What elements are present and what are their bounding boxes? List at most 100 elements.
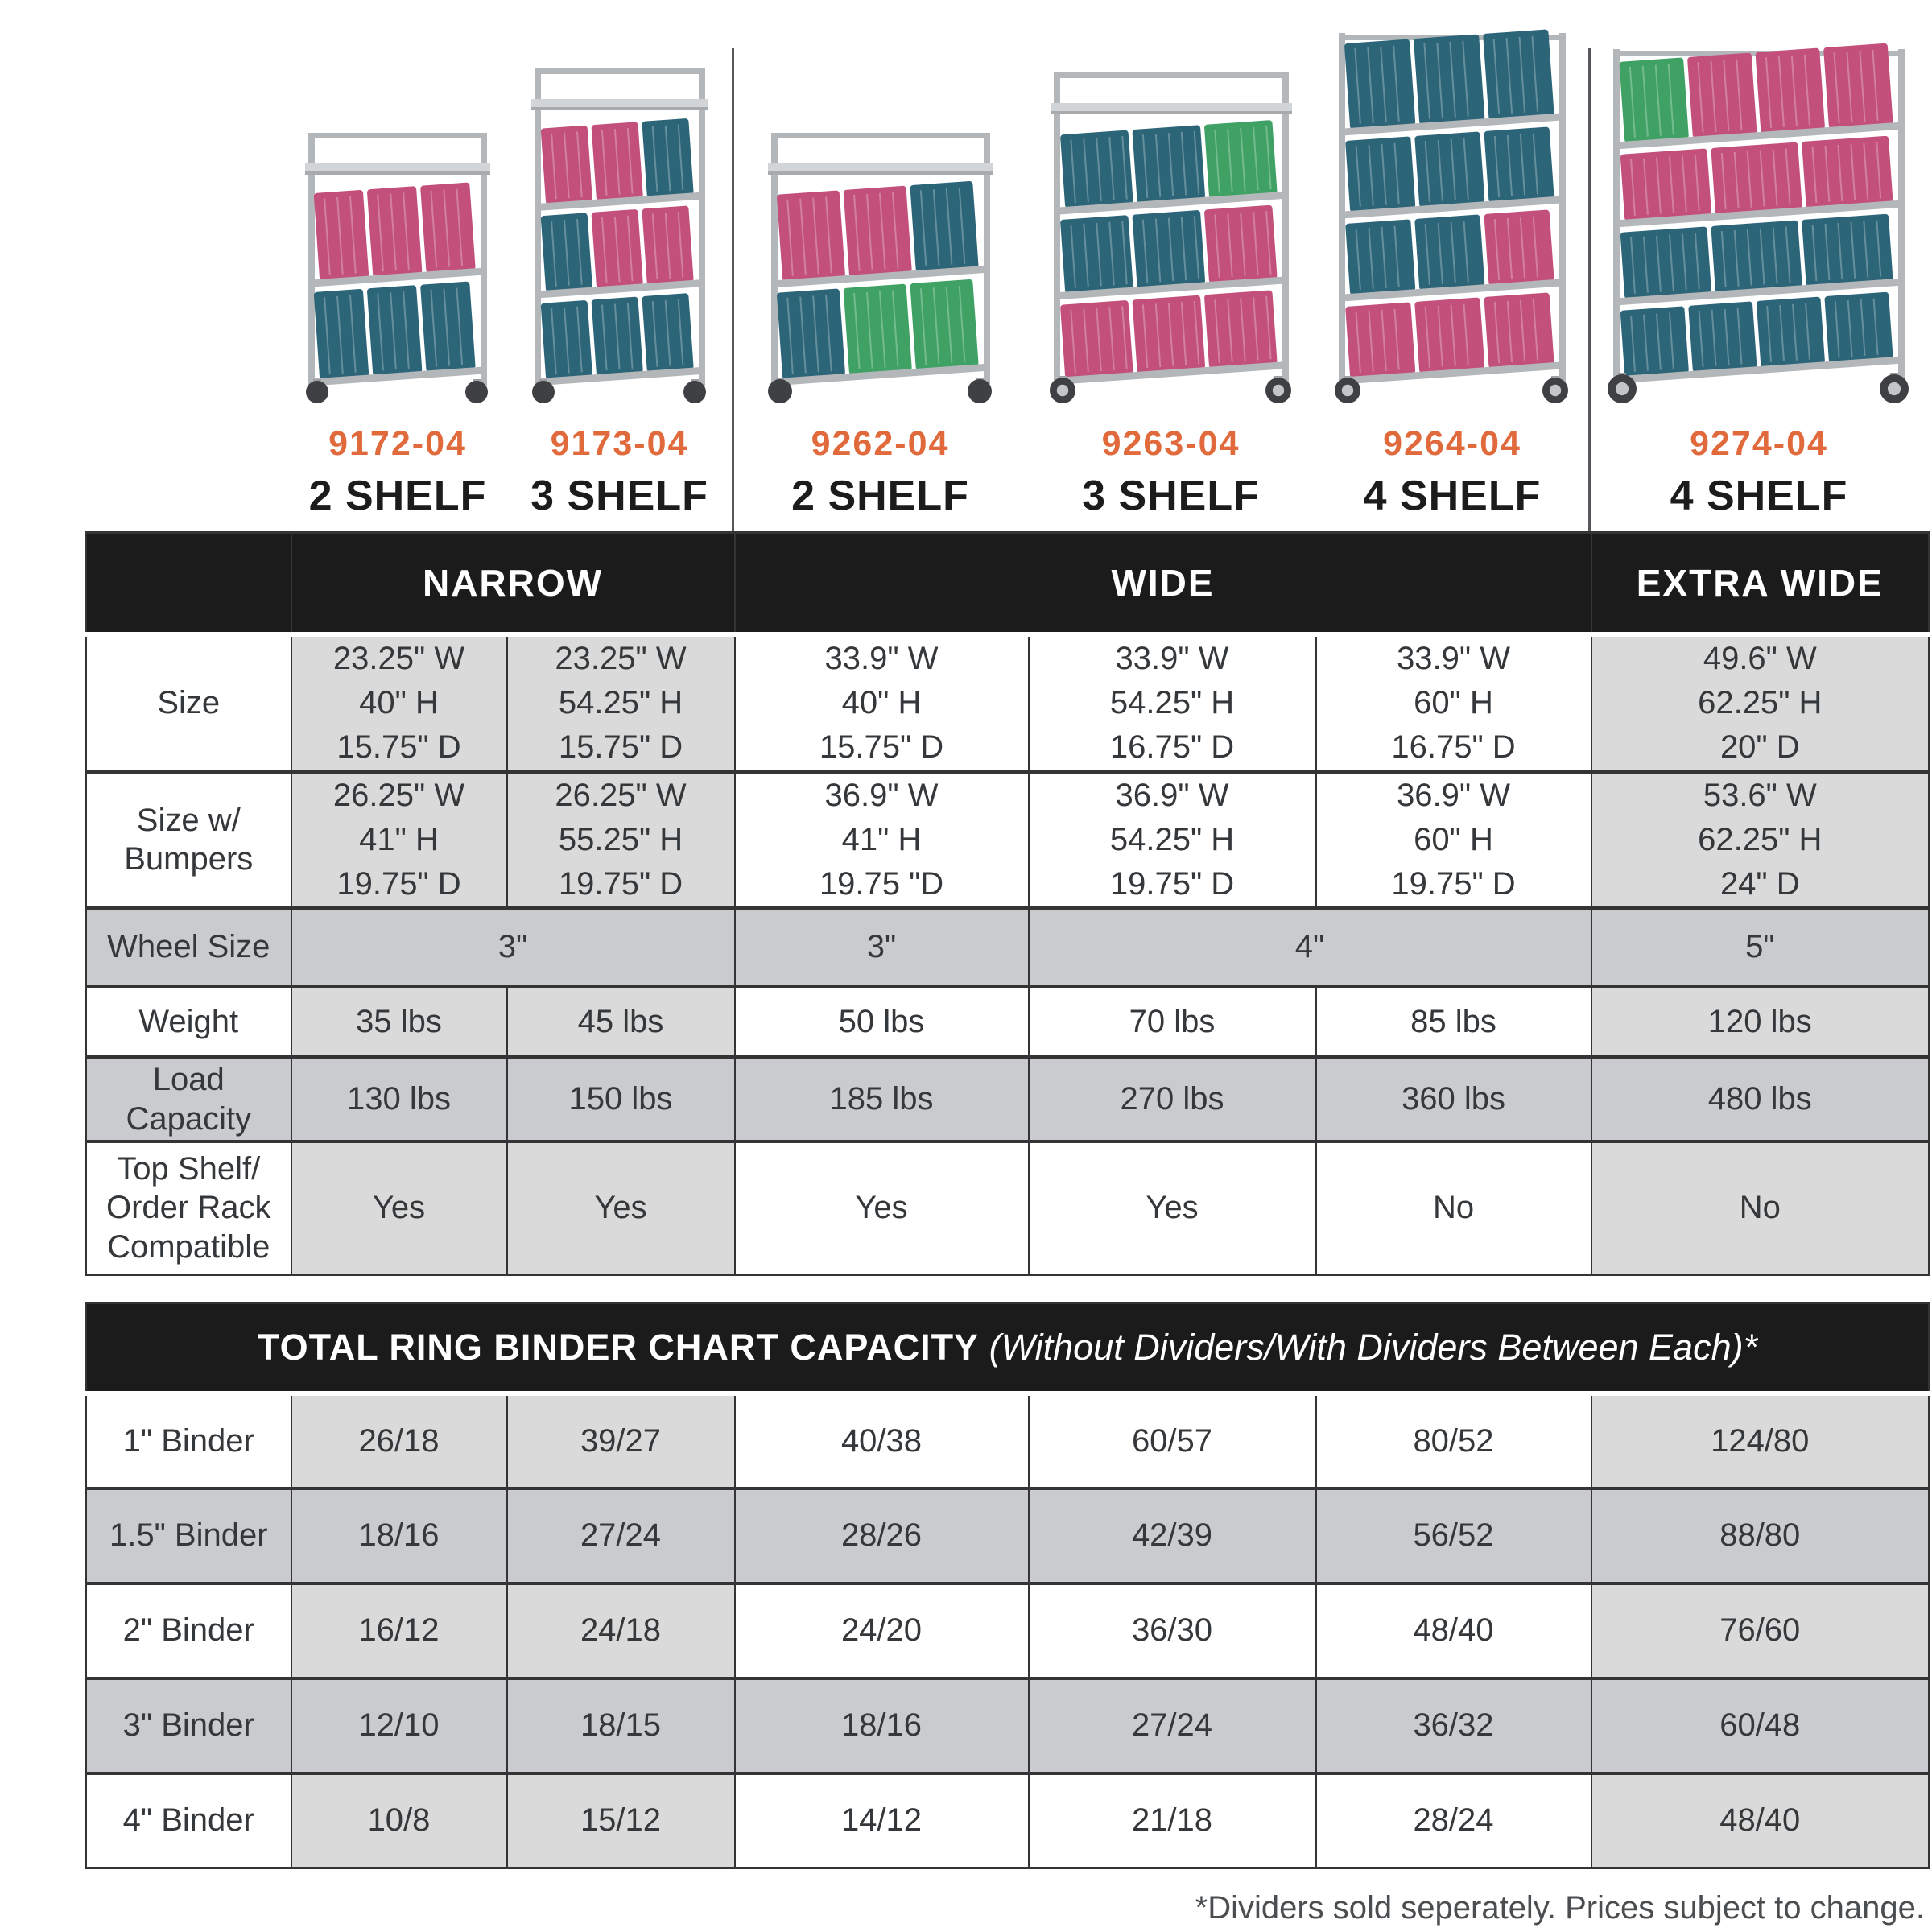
spec-cell: 33.9" W 40" H 15.75" D: [733, 634, 1030, 772]
product-model: 9262-04: [811, 424, 950, 463]
product-figure-9264: 9264-04 4 SHELF: [1315, 0, 1590, 531]
binder-row: 2" Binder 16/12 24/18 24/20 36/30 48/40 76/60: [85, 1581, 1930, 1678]
row-label: Top Shelf/ Order Rack Compatible: [85, 1140, 292, 1275]
spec-cell: 36.9" W 41" H 19.75 "D: [733, 770, 1030, 909]
row-label: Load Capacity: [85, 1055, 292, 1142]
binder-cell: 10/8: [290, 1771, 508, 1868]
spec-cell: 26.25" W 55.25" H 19.75" D: [506, 770, 736, 909]
spec-table: NARROW WIDE EXTRA WIDE Size 23.25" W 40" H 1…: [85, 531, 1931, 1276]
product-model: 9274-04: [1690, 424, 1828, 463]
spec-row: Size 23.25" W 40" H 15.75" D 23.25" W 54.2…: [85, 634, 1930, 772]
cart-figure: [733, 0, 1027, 405]
spec-cell: 36.9" W 54.25" H 19.75" D: [1027, 770, 1317, 909]
spec-cell: 3": [733, 906, 1030, 987]
row-label: 3" Binder: [85, 1676, 292, 1773]
spec-cell: 45 lbs: [506, 985, 736, 1058]
cart-illustration: [1049, 72, 1292, 403]
cart-illustration: [1608, 43, 1909, 403]
group-header: WIDE: [733, 532, 1592, 637]
binder-cell: 42/39: [1027, 1486, 1317, 1583]
row-label: Size: [85, 634, 292, 772]
binder-title-bold: TOTAL RING BINDER CHART CAPACITY: [257, 1326, 980, 1368]
row-label: Weight: [85, 985, 292, 1058]
spec-cell: 33.9" W 60" H 16.75" D: [1315, 634, 1592, 772]
spec-row: Load Capacity 130 lbs 150 lbs 185 lbs 270 lb…: [85, 1055, 1930, 1142]
spec-cell: Yes: [506, 1140, 736, 1275]
binder-cell: 27/24: [506, 1486, 736, 1583]
spec-cell: 23.25" W 54.25" H 15.75" D: [506, 634, 736, 772]
binder-header-row: TOTAL RING BINDER CHART CAPACITY (Withou…: [85, 1302, 1930, 1396]
row-label: Wheel Size: [85, 906, 292, 987]
product-shelf-label: 3 SHELF: [530, 473, 708, 519]
binder-cell: 76/60: [1590, 1581, 1930, 1678]
product-shelf-label: 2 SHELF: [791, 473, 969, 519]
product-shelf-label: 3 SHELF: [1082, 473, 1260, 519]
binder-row: 1" Binder 26/18 39/27 40/38 60/57 80/52 124/80: [85, 1393, 1930, 1488]
binder-cell: 14/12: [733, 1771, 1030, 1868]
section-gap: [85, 1276, 1928, 1302]
spec-row: Weight 35 lbs 45 lbs 50 lbs 70 lbs 85 lbs 120 …: [85, 985, 1930, 1058]
binder-cell: 24/20: [733, 1581, 1030, 1678]
binder-cell: 36/32: [1315, 1676, 1592, 1773]
spec-row: Wheel Size 3" 3" 4" 5": [85, 906, 1930, 987]
binder-title-italic: (Without Dividers/With Dividers Between …: [979, 1326, 1758, 1368]
binder-row: 1.5" Binder 18/16 27/24 28/26 42/39 56/52 88/8…: [85, 1486, 1930, 1583]
page: 9172-04 2 SHELF 9173-04 3 SHELF 9262-04 …: [85, 0, 1931, 1926]
product-figure-9274: 9274-04 4 SHELF: [1588, 0, 1928, 531]
spec-cell: 480 lbs: [1590, 1055, 1930, 1142]
spec-cell: 4": [1027, 906, 1592, 987]
product-shelf-label: 4 SHELF: [1670, 473, 1848, 519]
binder-cell: 27/24: [1027, 1676, 1317, 1773]
spec-cell: 33.9" W 54.25" H 16.75" D: [1027, 634, 1317, 772]
binder-cell: 48/40: [1315, 1581, 1592, 1678]
cart-figure: [506, 0, 733, 405]
binder-cell: 60/48: [1590, 1676, 1930, 1773]
binder-cell: 80/52: [1315, 1393, 1592, 1488]
binder-cell: 18/16: [733, 1676, 1030, 1773]
row-label: 4" Binder: [85, 1771, 292, 1868]
binder-cell: 124/80: [1590, 1393, 1930, 1488]
cart-figure: [1590, 0, 1928, 405]
cart-illustration: [1335, 29, 1568, 403]
spec-cell: 85 lbs: [1315, 985, 1592, 1058]
cart-figure: [1315, 0, 1590, 405]
binder-cell: 28/24: [1315, 1771, 1592, 1868]
product-model: 9173-04: [550, 424, 689, 463]
product-model: 9172-04: [328, 424, 467, 463]
binder-cell: 24/18: [506, 1581, 736, 1678]
product-figure-9172: 9172-04 2 SHELF: [290, 0, 506, 531]
row-label: 2" Binder: [85, 1581, 292, 1678]
spec-corner-cell: [85, 532, 292, 637]
binder-cell: 36/30: [1027, 1581, 1317, 1678]
binder-cell: 88/80: [1590, 1486, 1930, 1583]
footer-note: *Dividers sold seperately. Prices subjec…: [1195, 1890, 1925, 1926]
cart-illustration: [530, 68, 708, 403]
binder-cell: 48/40: [1590, 1771, 1930, 1868]
gallery-spacer: [85, 0, 290, 531]
cart-figure: [1027, 0, 1315, 405]
spec-cell: 5": [1590, 906, 1930, 987]
binder-capacity-table: TOTAL RING BINDER CHART CAPACITY (Withou…: [85, 1301, 1931, 1870]
binder-cell: 21/18: [1027, 1771, 1317, 1868]
binder-table-title: TOTAL RING BINDER CHART CAPACITY (Withou…: [85, 1302, 1930, 1396]
binder-cell: 18/15: [506, 1676, 736, 1773]
spec-cell: No: [1315, 1140, 1592, 1275]
group-header: EXTRA WIDE: [1590, 532, 1930, 637]
product-gallery: 9172-04 2 SHELF 9173-04 3 SHELF 9262-04 …: [85, 0, 1928, 531]
cart-figure: [290, 0, 506, 405]
group-header: NARROW: [290, 532, 736, 637]
product-shelf-label: 4 SHELF: [1363, 473, 1542, 519]
binder-row: 4" Binder 10/8 15/12 14/12 21/18 28/24 48/40: [85, 1771, 1930, 1868]
spec-cell: 120 lbs: [1590, 985, 1930, 1058]
binder-cell: 16/12: [290, 1581, 508, 1678]
row-label: 1" Binder: [85, 1393, 292, 1488]
spec-cell: 270 lbs: [1027, 1055, 1317, 1142]
spec-cell: 70 lbs: [1027, 985, 1317, 1058]
spec-cell: 23.25" W 40" H 15.75" D: [290, 634, 508, 772]
product-figure-9263: 9263-04 3 SHELF: [1027, 0, 1315, 531]
binder-cell: 60/57: [1027, 1393, 1317, 1488]
spec-cell: 26.25" W 41" H 19.75" D: [290, 770, 508, 909]
cart-illustration: [305, 133, 490, 403]
binder-row: 3" Binder 12/10 18/15 18/16 27/24 36/32 60/48: [85, 1676, 1930, 1773]
spec-cell: Yes: [1027, 1140, 1317, 1275]
